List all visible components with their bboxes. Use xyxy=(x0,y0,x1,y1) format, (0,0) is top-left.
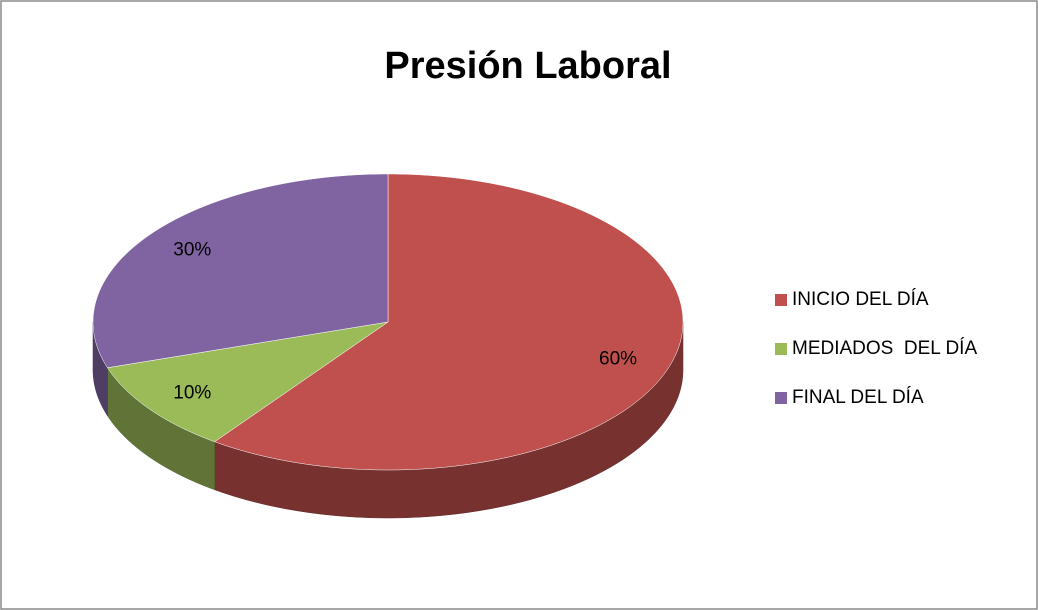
pie-slice xyxy=(92,173,389,369)
data-label: 10% xyxy=(173,382,211,403)
pie-slice xyxy=(214,173,684,471)
legend-swatch xyxy=(775,392,787,404)
legend-label: MEDIADOS DEL DÍA xyxy=(792,338,977,359)
data-label: 60% xyxy=(599,349,637,370)
legend-swatch xyxy=(775,294,787,306)
legend-label: INICIO DEL DÍA xyxy=(792,289,929,310)
legend-label: FINAL DEL DÍA xyxy=(792,387,924,408)
pie-slice xyxy=(107,321,389,443)
data-label: 30% xyxy=(173,240,211,261)
legend-swatch xyxy=(775,343,787,355)
chart-title: Presión Laboral xyxy=(384,45,671,87)
